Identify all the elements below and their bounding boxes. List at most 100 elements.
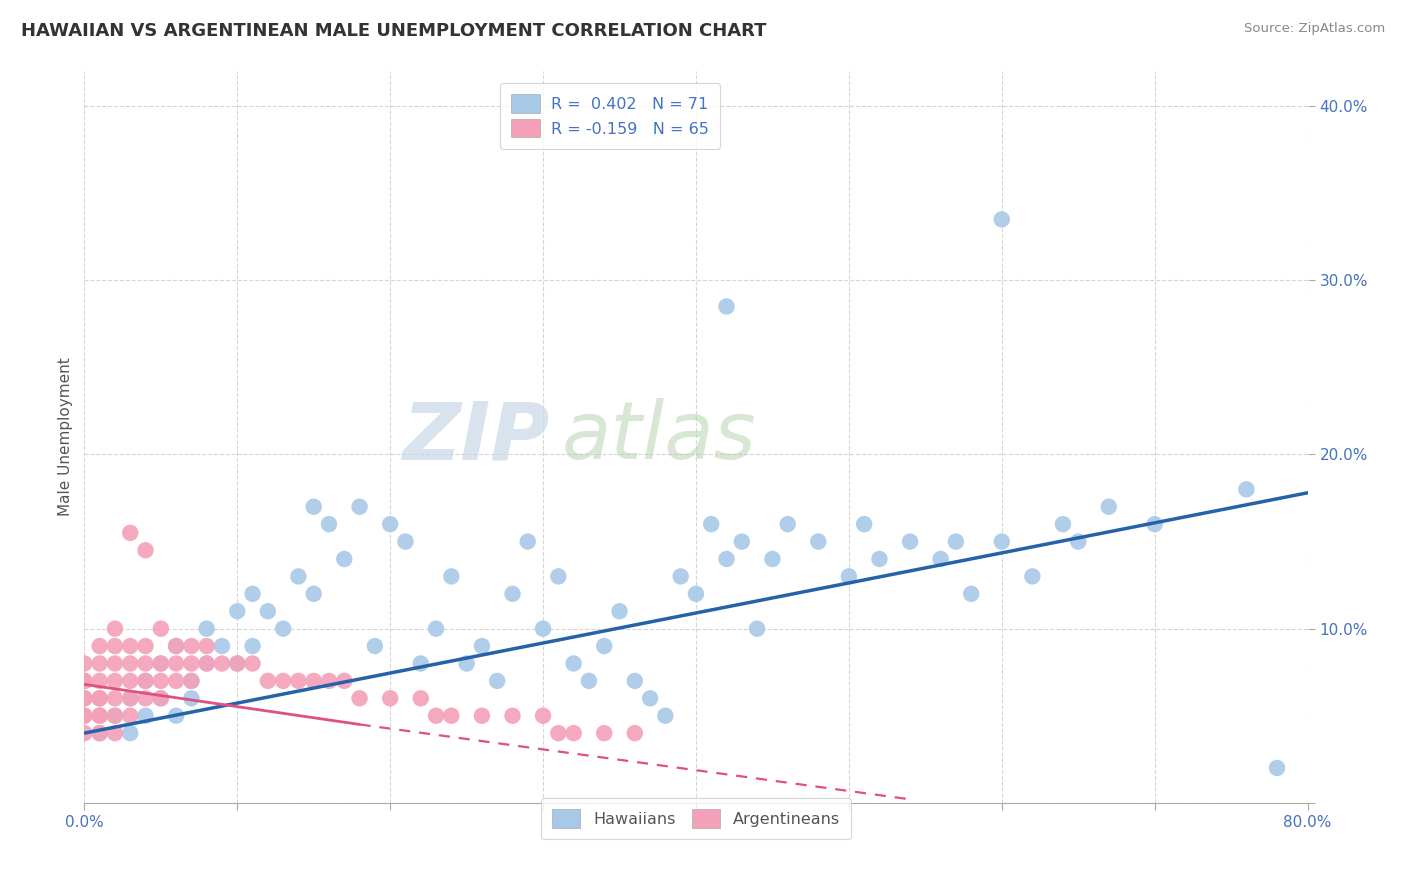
Point [562, 657, 585, 671]
Point [120, 691, 142, 706]
Point [180, 673, 202, 688]
Point [1052, 517, 1074, 532]
Point [593, 726, 616, 740]
Point [195, 639, 218, 653]
Point [654, 708, 676, 723]
Point [333, 552, 356, 566]
Point [89, 726, 111, 740]
Point [180, 657, 202, 671]
Text: Source: ZipAtlas.com: Source: ZipAtlas.com [1244, 22, 1385, 36]
Point [104, 691, 127, 706]
Point [716, 552, 738, 566]
Point [531, 708, 554, 723]
Point [838, 569, 860, 583]
Point [195, 622, 218, 636]
Point [120, 525, 142, 540]
Point [761, 552, 783, 566]
Point [502, 708, 524, 723]
Point [180, 639, 202, 653]
Point [135, 673, 157, 688]
Point [425, 708, 447, 723]
Point [180, 673, 202, 688]
Point [409, 657, 432, 671]
Point [257, 604, 280, 618]
Point [120, 708, 142, 723]
Point [104, 657, 127, 671]
Point [486, 673, 509, 688]
Point [120, 657, 142, 671]
Point [180, 691, 202, 706]
Point [73, 726, 96, 740]
Point [562, 726, 585, 740]
Point [104, 673, 127, 688]
Point [73, 673, 96, 688]
Point [302, 673, 325, 688]
Point [211, 639, 233, 653]
Point [456, 657, 478, 671]
Point [425, 622, 447, 636]
Point [853, 517, 876, 532]
Point [1236, 483, 1258, 497]
Point [104, 726, 127, 740]
Point [1265, 761, 1288, 775]
Point [624, 673, 647, 688]
Text: ZIP: ZIP [402, 398, 550, 476]
Point [471, 708, 494, 723]
Point [73, 673, 96, 688]
Point [242, 639, 264, 653]
Point [73, 708, 96, 723]
Point [700, 517, 723, 532]
Point [380, 691, 402, 706]
Point [349, 500, 371, 514]
Point [531, 622, 554, 636]
Point [638, 691, 661, 706]
Point [149, 657, 172, 671]
Point [120, 691, 142, 706]
Point [409, 691, 432, 706]
Point [578, 673, 600, 688]
Point [609, 604, 631, 618]
Point [104, 639, 127, 653]
Point [195, 657, 218, 671]
Point [135, 543, 157, 558]
Point [73, 691, 96, 706]
Legend: Hawaiians, Argentineans: Hawaiians, Argentineans [540, 797, 852, 838]
Point [120, 639, 142, 653]
Point [945, 534, 967, 549]
Point [1021, 569, 1043, 583]
Point [165, 639, 187, 653]
Point [135, 691, 157, 706]
Point [73, 708, 96, 723]
Text: HAWAIIAN VS ARGENTINEAN MALE UNEMPLOYMENT CORRELATION CHART: HAWAIIAN VS ARGENTINEAN MALE UNEMPLOYMEN… [21, 22, 766, 40]
Point [898, 534, 921, 549]
Point [380, 517, 402, 532]
Point [991, 534, 1014, 549]
Point [135, 639, 157, 653]
Point [149, 622, 172, 636]
Point [165, 639, 187, 653]
Point [104, 708, 127, 723]
Point [135, 657, 157, 671]
Point [776, 517, 799, 532]
Point [89, 708, 111, 723]
Point [333, 673, 356, 688]
Point [257, 673, 280, 688]
Point [226, 657, 249, 671]
Point [89, 657, 111, 671]
Point [242, 657, 264, 671]
Point [349, 691, 371, 706]
Point [242, 587, 264, 601]
Point [1143, 517, 1166, 532]
Point [440, 708, 463, 723]
Point [120, 726, 142, 740]
Point [302, 587, 325, 601]
Point [89, 691, 111, 706]
Point [149, 673, 172, 688]
Point [960, 587, 983, 601]
Point [89, 726, 111, 740]
Point [318, 517, 340, 532]
Point [89, 708, 111, 723]
Point [149, 691, 172, 706]
Point [165, 657, 187, 671]
Point [869, 552, 891, 566]
